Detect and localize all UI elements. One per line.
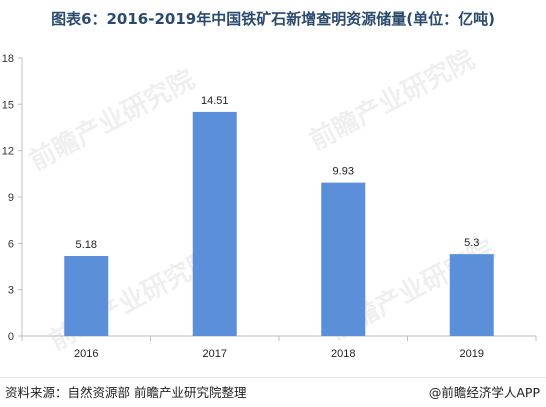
y-tick-label: 12: [2, 146, 14, 158]
y-tick-label: 0: [8, 331, 14, 343]
data-label: 5.18: [76, 239, 97, 251]
y-tick-label: 15: [2, 99, 14, 111]
x-tick-label: 2017: [203, 348, 227, 360]
bar: [64, 255, 109, 336]
x-tick-label: 2018: [331, 348, 355, 360]
data-label: 9.93: [333, 166, 354, 178]
chart-title: 图表6：2016-2019年中国铁矿石新增查明资源储量(单位：亿吨): [51, 10, 495, 28]
y-tick-label: 9: [8, 192, 14, 204]
y-tick-label: 18: [2, 53, 14, 65]
x-tick-label: 2016: [74, 348, 98, 360]
bar: [192, 111, 237, 336]
y-tick-label: 6: [8, 238, 14, 250]
bar: [321, 182, 366, 336]
x-tick-label: 2019: [460, 348, 484, 360]
bar-chart: 0 3 6 9 12 15 18 5.18 2016 14.51 2017 9.93 2018 5.3 20…: [2, 53, 537, 360]
footer-divider: [0, 377, 546, 378]
source-note: 资料来源：自然资源部 前瞻产业研究院整理: [5, 385, 247, 400]
bar: [449, 254, 494, 336]
brand-credit: @前瞻经济学人APP: [428, 385, 540, 400]
data-label: 5.3: [464, 237, 479, 249]
data-label: 14.51: [201, 95, 229, 107]
y-tick-label: 3: [8, 285, 14, 297]
footer: 资料来源：自然资源部 前瞻产业研究院整理 @前瞻经济学人APP: [0, 377, 546, 407]
